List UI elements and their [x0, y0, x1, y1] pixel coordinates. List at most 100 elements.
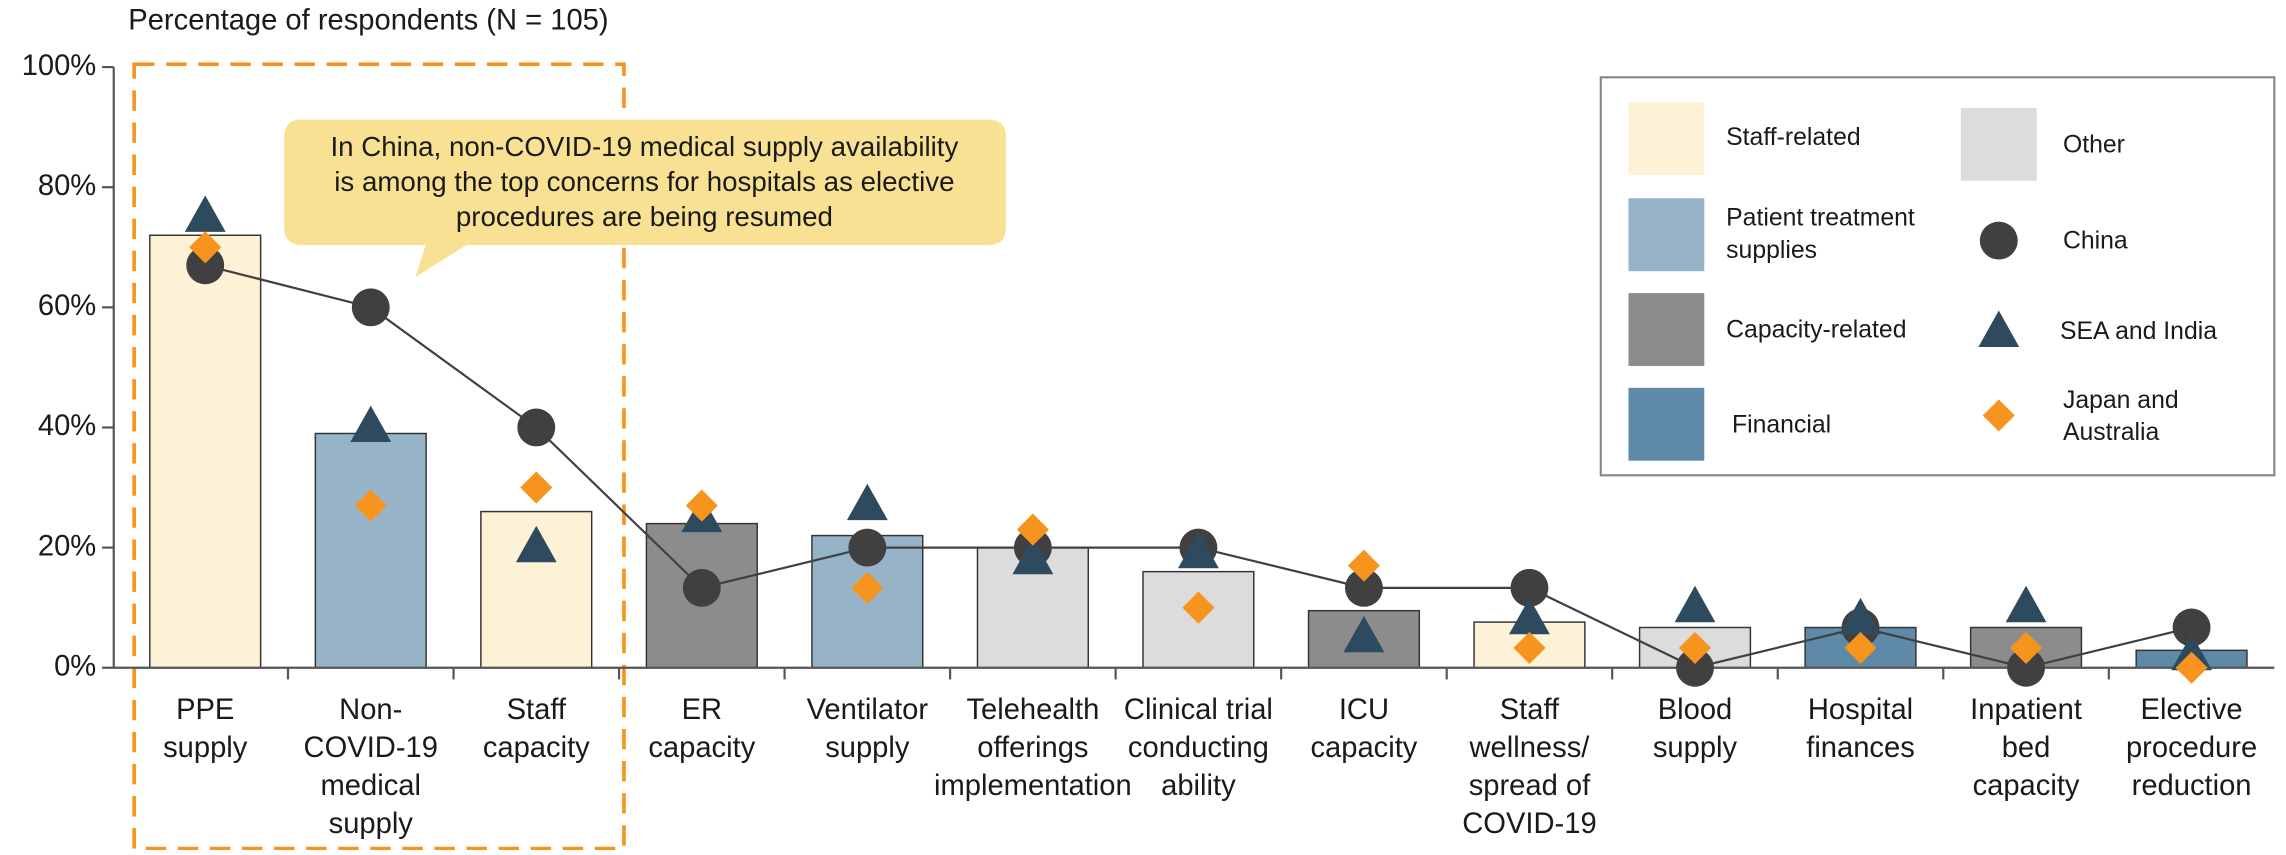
japan-marker — [1016, 513, 1049, 546]
legend-label-line: Patient treatment — [1726, 204, 1915, 231]
x-tick-label: Blood — [1658, 694, 1733, 726]
china-marker — [682, 568, 721, 607]
x-tick-label: supply — [163, 732, 248, 764]
x-tick-label: COVID-19 — [304, 732, 438, 764]
legend-label-line: Japan and — [2063, 386, 2179, 413]
x-tick-label: supply — [329, 808, 414, 840]
japan-marker — [1678, 631, 1712, 664]
x-tick-label: Non- — [339, 694, 402, 726]
bar — [149, 234, 262, 669]
legend-marker — [1979, 221, 2018, 260]
x-tick-label: capacity — [483, 732, 590, 764]
japan-marker — [354, 489, 387, 522]
x-tick-label: offerings — [977, 732, 1088, 764]
sea-marker — [1840, 597, 1881, 635]
japan-marker — [1513, 631, 1546, 664]
annotation-text: In China, non-COVID-19 medical supply av… — [330, 131, 958, 162]
x-tick-label: supply — [825, 732, 910, 764]
sea-marker — [846, 483, 888, 521]
china-marker — [351, 288, 390, 327]
x-tick-label: finances — [1806, 732, 1915, 764]
x-tick-label: bed — [2002, 732, 2051, 764]
x-tick-label: Inpatient — [1970, 694, 2082, 726]
x-tick-label: PPE — [176, 694, 234, 726]
sea-marker — [184, 195, 226, 232]
japan-marker — [1182, 591, 1215, 624]
legend-marker — [1982, 399, 2015, 432]
legend-marker — [1978, 310, 2020, 348]
subtitle: Percentage of respondents (N = 105) — [128, 5, 608, 37]
china-marker — [517, 408, 556, 447]
x-tick-label: capacity — [1310, 732, 1417, 764]
x-tick-label: conducting — [1128, 732, 1269, 764]
sea-marker — [1674, 585, 1716, 623]
callout — [284, 119, 1006, 278]
japan-marker — [1844, 631, 1877, 664]
y-tick-label: 40% — [38, 410, 96, 442]
x-tick-label: implementation — [934, 770, 1132, 802]
sea-marker — [1509, 597, 1550, 635]
sea-marker — [515, 525, 557, 563]
legend-swatch — [1628, 387, 1705, 461]
legend-swatch — [1628, 198, 1705, 272]
y-tick-label: 60% — [38, 290, 96, 322]
china-marker — [1344, 568, 1383, 607]
sea-marker — [1343, 615, 1385, 653]
legend-label: Japan and Australia — [2063, 386, 2179, 445]
annotation-text: is among the top concerns for hospitals … — [334, 166, 954, 197]
x-tick-label: Hospital — [1808, 694, 1913, 726]
x-tick-label: Staff — [1500, 694, 1560, 726]
legend-swatch — [1628, 293, 1705, 366]
x-tick-label: spread of — [1469, 770, 1591, 802]
x-tick-label: supply — [1653, 732, 1738, 764]
legend-box — [1599, 76, 2276, 477]
legend-swatch — [1960, 107, 2037, 181]
x-tick-label: Telehealth — [966, 694, 1099, 726]
legend-label: Other — [2063, 131, 2125, 158]
legend-label-line: supplies — [1726, 236, 1817, 263]
china-marker — [1676, 648, 1714, 687]
japan-marker — [685, 489, 718, 522]
x-tick-label: Staff — [507, 694, 567, 726]
x-tick-label: COVID-19 — [1462, 808, 1596, 840]
x-tick-label: ICU — [1339, 694, 1389, 726]
y-tick-label: 20% — [38, 530, 96, 562]
japan-marker — [2010, 631, 2043, 664]
japan-marker — [189, 231, 222, 264]
x-tick-label: wellness/ — [1469, 732, 1591, 764]
legend-label: Capacity-related — [1726, 317, 1906, 344]
japan-marker — [1347, 549, 1380, 582]
x-tick-label: procedure — [2126, 732, 2257, 764]
x-tick-label: Ventilator — [807, 694, 929, 726]
china-marker — [848, 528, 887, 567]
x-tick-label: Clinical trial — [1124, 694, 1273, 726]
legend-label: Financial — [1732, 411, 1831, 438]
x-tick-label: medical — [321, 770, 421, 802]
legend-swatch — [1628, 102, 1705, 175]
china-marker — [2007, 648, 2045, 687]
japan-marker — [2175, 651, 2208, 684]
china-marker — [1510, 568, 1549, 607]
china-marker — [2172, 608, 2211, 647]
y-tick-label: 0% — [54, 650, 96, 682]
japan-marker — [520, 471, 553, 504]
x-tick-label: reduction — [2132, 770, 2252, 802]
sea-marker — [2005, 585, 2047, 623]
x-tick-label: ability — [1161, 770, 1236, 802]
sea-marker — [350, 405, 392, 443]
x-tick-label: capacity — [1973, 770, 2080, 802]
annotation-text: procedures are being resumed — [456, 201, 833, 232]
china-marker — [186, 246, 225, 285]
y-tick-label: 100% — [22, 50, 97, 82]
sea-marker — [1012, 537, 1054, 575]
japan-marker — [851, 571, 884, 604]
bar — [314, 432, 427, 669]
legend-label: China — [2063, 228, 2128, 255]
x-tick-label: Elective — [2141, 694, 2243, 726]
y-tick-label: 80% — [38, 170, 96, 202]
legend-label-line: Australia — [2063, 419, 2160, 446]
legend-label: SEA and India — [2060, 318, 2217, 345]
x-tick-label: ER — [682, 694, 722, 726]
legend-label: Patient treatment supplies — [1726, 204, 1915, 263]
